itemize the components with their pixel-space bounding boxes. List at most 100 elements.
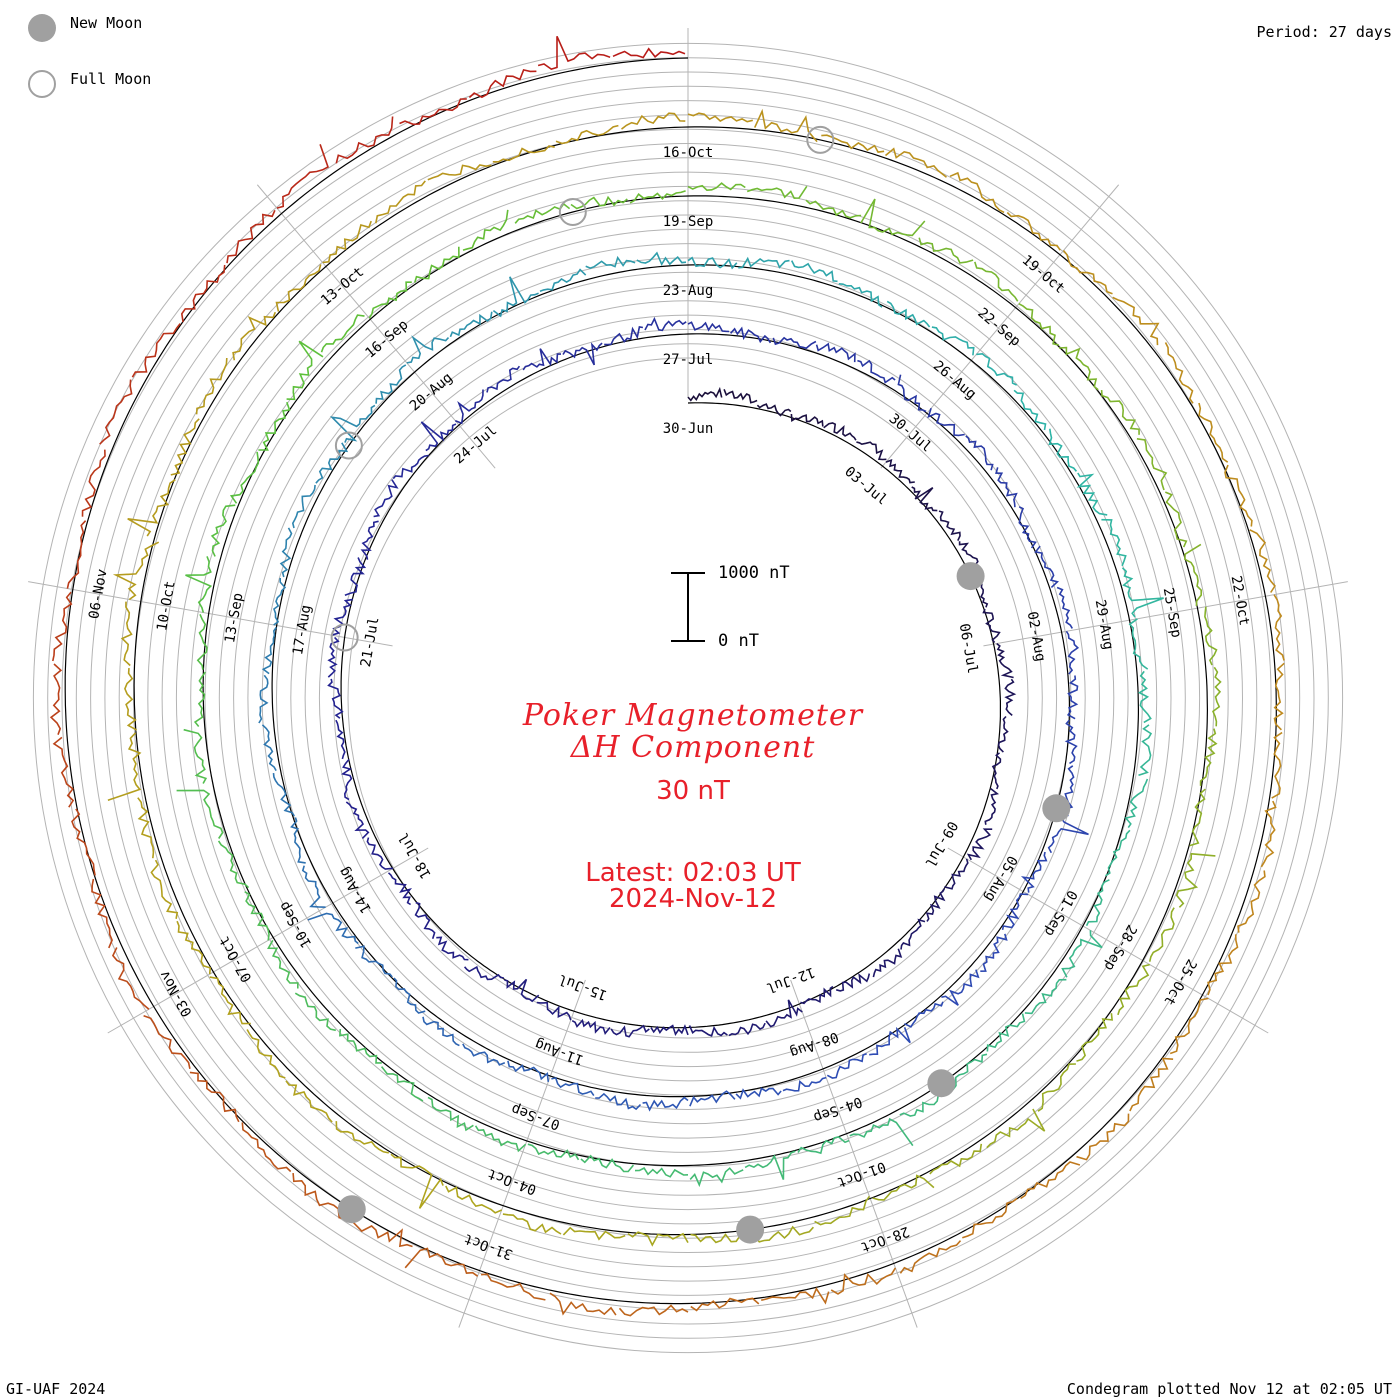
trace-segment	[1148, 907, 1175, 962]
trace-segment	[327, 678, 344, 719]
trace-segment	[621, 112, 686, 130]
trace-segment	[1204, 606, 1218, 666]
trace-segment	[52, 736, 75, 808]
trace-segment	[380, 1066, 424, 1102]
chart-title-line1: Poker Magnetometer	[522, 698, 864, 733]
trace-segment	[1199, 728, 1218, 786]
baseline-spiral	[64, 57, 1277, 1305]
trace-segment	[886, 300, 931, 328]
trace-segment	[797, 1136, 850, 1155]
trace-segment	[555, 124, 619, 145]
trace-segment	[1064, 719, 1078, 765]
trace-segment	[492, 276, 539, 318]
day-spoke	[107, 847, 429, 1034]
trace-segment	[941, 969, 980, 1006]
trace-segment	[507, 1060, 550, 1082]
moon-markers	[330, 125, 1071, 1244]
trace-segment	[1100, 390, 1140, 435]
trace-segment	[329, 404, 376, 443]
trace-segment	[150, 859, 179, 919]
trace-segment	[982, 608, 1001, 644]
day-spoke	[28, 581, 393, 647]
trace-segment	[689, 1167, 744, 1188]
trace-segment	[997, 715, 1009, 753]
trace-segment	[1136, 438, 1168, 491]
trace-segment	[261, 626, 277, 675]
trace-segment	[1061, 930, 1103, 978]
trace-segment	[229, 451, 260, 504]
trace-segment	[241, 1122, 292, 1173]
trace-segment	[127, 479, 176, 537]
trace-segment	[285, 1080, 333, 1123]
period-label: Period: 27 days	[1256, 23, 1392, 41]
trace-segment	[980, 933, 1008, 972]
trace-segment	[527, 1143, 580, 1161]
trace-segment	[462, 1043, 506, 1066]
trace-segment	[690, 1297, 760, 1312]
trace-segment	[925, 888, 946, 922]
date-label: 07-Sep	[509, 1100, 562, 1132]
new-moon-marker	[1042, 794, 1071, 823]
trace-segment	[422, 1016, 460, 1047]
trace-segment	[399, 98, 467, 126]
trace-segment	[355, 945, 393, 978]
trace-segment	[689, 1090, 736, 1107]
footer-credit: GI-UAF 2024	[6, 1380, 106, 1398]
trace-segment	[373, 479, 399, 518]
trace-segment	[1024, 978, 1067, 1015]
trace-segment	[996, 642, 1014, 679]
trace-segment	[1020, 1161, 1081, 1200]
trace-segment	[492, 145, 555, 163]
trace-segment	[986, 1108, 1046, 1149]
trace-segment	[911, 486, 938, 512]
trace-segment	[1076, 472, 1108, 516]
trace-segment	[687, 182, 746, 192]
trace-segment	[502, 1213, 562, 1235]
trace-segment	[823, 422, 857, 441]
trace-segment	[66, 520, 87, 589]
date-label: 21-Jul	[358, 616, 383, 669]
trace-segment	[1076, 1113, 1130, 1161]
trace-segment	[1076, 1013, 1113, 1062]
trace-segment	[610, 1024, 650, 1038]
date-label: 16-Sep	[362, 317, 411, 362]
trace-segment	[1260, 800, 1277, 868]
trace-segment	[835, 973, 871, 992]
trace-segment	[730, 326, 772, 344]
trace-segment	[1020, 851, 1048, 893]
trace-segment	[687, 112, 753, 123]
trace-segment	[449, 311, 493, 338]
full-moon-marker	[806, 125, 835, 154]
trace-segment	[931, 326, 975, 356]
trace-segment	[1164, 342, 1194, 404]
full-moon-legend-label: Full Moon	[70, 70, 152, 88]
trace-segment	[927, 407, 965, 437]
trace-segment	[406, 335, 450, 364]
date-label: 10-Oct	[154, 580, 179, 633]
trace-segment	[986, 1013, 1026, 1052]
trace-segment	[636, 251, 687, 267]
trace-segment	[1013, 389, 1047, 431]
trace-segment	[120, 601, 133, 667]
trace-segment	[335, 1121, 389, 1154]
trace-segment	[1249, 529, 1276, 593]
trace-segment	[375, 180, 426, 224]
trace-segment	[782, 1076, 827, 1092]
trace-segment	[504, 978, 540, 1003]
trace-segment	[904, 1001, 944, 1028]
trace-segment	[1065, 630, 1080, 675]
trace-segment	[1101, 518, 1127, 567]
trace-segment	[1237, 870, 1266, 933]
trace-segment	[290, 817, 306, 864]
date-label: 07-Oct	[216, 933, 255, 985]
trace-segment	[420, 421, 457, 452]
trace-segment	[1018, 303, 1059, 346]
trace-segment	[965, 435, 994, 471]
trace-segment	[1169, 997, 1209, 1055]
trace-segment	[984, 787, 1000, 825]
trace-segment	[995, 467, 1018, 508]
trace-segment	[340, 758, 353, 801]
trace-segment	[392, 454, 429, 480]
date-label: 12-Jul	[764, 963, 817, 995]
trace-segment	[258, 401, 291, 451]
